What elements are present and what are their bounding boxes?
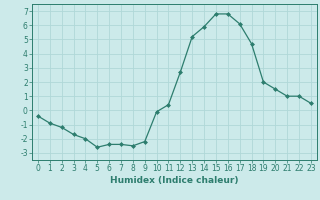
X-axis label: Humidex (Indice chaleur): Humidex (Indice chaleur) bbox=[110, 176, 239, 185]
